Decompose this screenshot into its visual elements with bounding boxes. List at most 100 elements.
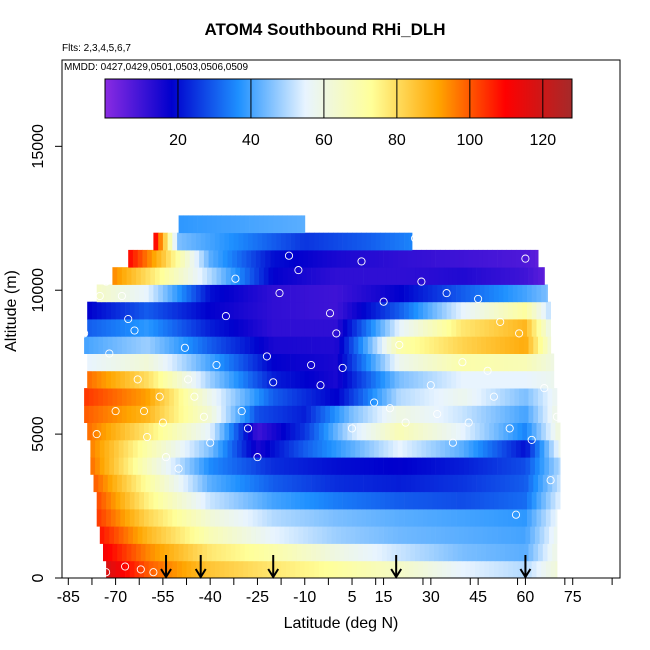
heat-cell: [486, 388, 492, 406]
heat-cell: [396, 267, 402, 285]
heat-cell: [454, 439, 460, 458]
heat-cell: [361, 370, 367, 389]
heat-cell: [128, 249, 134, 268]
heat-cell: [224, 560, 230, 578]
heat-cell: [191, 491, 197, 510]
heat-cell: [101, 422, 107, 441]
heat-cell: [410, 267, 416, 285]
heat-cell: [506, 249, 512, 268]
heat-cell: [342, 560, 348, 578]
heat-cell: [172, 560, 178, 578]
heat-cell: [470, 284, 476, 303]
heat-cell: [512, 284, 518, 303]
heat-cell: [240, 215, 246, 234]
heat-cell: [196, 232, 202, 251]
heat-cell: [181, 422, 187, 441]
heat-cell: [333, 301, 339, 320]
heat-cell: [451, 422, 457, 441]
heat-cell: [235, 474, 241, 493]
heat-cell: [181, 560, 187, 578]
heat-cell: [427, 319, 433, 337]
heat-cell: [437, 370, 443, 389]
heat-cell: [550, 491, 556, 510]
heat-cell: [486, 336, 492, 354]
heat-cell: [183, 474, 189, 493]
heat-cell: [391, 543, 397, 562]
heat-cell: [211, 336, 217, 354]
data-point: [521, 254, 530, 263]
heat-cell: [438, 336, 444, 354]
heat-cell: [232, 526, 238, 544]
heat-cell: [129, 491, 135, 510]
heat-cell: [125, 353, 131, 372]
data-point: [67, 444, 76, 453]
heat-cell: [170, 249, 176, 268]
heat-cell: [232, 439, 238, 458]
heat-cell: [172, 232, 178, 251]
heat-cell: [295, 508, 301, 527]
heat-cell: [125, 370, 131, 389]
heat-cell: [120, 422, 126, 441]
heat-cell: [181, 353, 187, 372]
heat-cell: [448, 388, 454, 406]
heat-cell: [538, 543, 544, 562]
heat-cell: [214, 491, 220, 510]
heat-cell: [328, 560, 334, 578]
heat-cell: [254, 267, 260, 285]
heat-cell: [534, 457, 540, 475]
heat-cell: [495, 405, 501, 423]
heat-cell: [301, 405, 307, 423]
heat-cell: [120, 301, 126, 320]
heat-cell: [405, 474, 411, 493]
heat-cell: [205, 370, 211, 389]
heat-cell: [279, 249, 285, 268]
heat-cell: [249, 267, 255, 285]
heat-cell: [281, 508, 287, 527]
data-point: [62, 394, 63, 400]
heat-cell: [429, 336, 435, 354]
heat-cell: [162, 353, 168, 372]
heat-cell: [118, 526, 124, 544]
heat-cell: [270, 439, 276, 458]
heat-cell: [301, 215, 306, 234]
heat-cell: [405, 267, 411, 285]
heat-cell: [197, 474, 203, 493]
heat-cell: [114, 457, 120, 475]
heat-cell: [367, 474, 373, 493]
heat-cell: [216, 215, 222, 234]
heat-cell: [370, 232, 376, 251]
heat-cell: [407, 249, 413, 268]
heat-cell: [213, 526, 219, 544]
heat-cell: [550, 508, 556, 527]
heat-cell: [432, 319, 438, 337]
heat-cell: [323, 560, 329, 578]
heat-cell: [271, 491, 277, 510]
heat-cell: [121, 388, 127, 406]
heat-cell: [277, 474, 283, 493]
heat-cell: [322, 457, 328, 475]
heat-cell: [487, 457, 493, 475]
heat-cell: [558, 457, 561, 475]
heat-cell: [385, 301, 391, 320]
heat-cell: [255, 439, 261, 458]
heat-cell: [512, 301, 518, 320]
heat-cell: [145, 336, 151, 354]
heat-cell: [314, 284, 320, 303]
heat-cell: [475, 370, 481, 389]
heat-cell: [132, 439, 138, 458]
heat-cell: [158, 284, 164, 303]
heat-cell: [495, 543, 501, 562]
heat-cell: [541, 284, 547, 303]
heat-cell: [393, 526, 399, 544]
heat-cell: [139, 301, 145, 320]
heat-cell: [115, 422, 121, 441]
heat-cell: [451, 560, 457, 578]
heat-cell: [347, 508, 353, 527]
heat-cell: [323, 284, 329, 303]
heat-cell: [281, 560, 287, 578]
heat-cell: [342, 353, 348, 372]
heat-cell: [374, 526, 380, 544]
heat-cell: [356, 284, 362, 303]
heat-cell: [238, 560, 244, 578]
heat-cell: [276, 491, 282, 510]
